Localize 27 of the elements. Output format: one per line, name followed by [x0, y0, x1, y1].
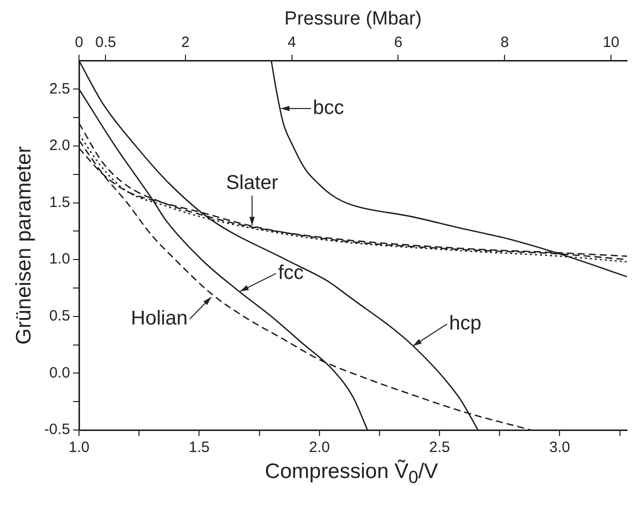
x-tick-label: 3.0	[549, 439, 570, 456]
annotation: Slater	[226, 172, 279, 194]
x-axis-title: Compression Ṽ$_{0}$/V	[264, 460, 440, 488]
annotation: Holian	[130, 308, 188, 330]
x2-tick-label: 2	[181, 34, 190, 51]
annotation: hcp	[449, 312, 482, 334]
x2-tick-label: 10	[602, 34, 620, 51]
y-tick-label: 2.5	[49, 80, 70, 98]
x2-tick-label: 0.5	[95, 34, 116, 51]
annotation: bcc	[312, 97, 344, 120]
y-tick-label: 1.0	[49, 250, 70, 268]
y-tick-label: 0.0	[49, 364, 70, 382]
x2-tick-label: 0	[74, 34, 84, 51]
y-axis-title: Grüneisen parameter	[12, 146, 36, 345]
annotation: fcc	[278, 262, 304, 284]
x-tick-label: 2.0	[308, 439, 330, 456]
x2-tick-label: 8	[500, 34, 509, 51]
x-tick-label: 1.5	[188, 439, 210, 456]
y-tick-label: 2.0	[49, 137, 70, 154]
y-tick-label: -0.5	[44, 421, 70, 438]
x-tick-label: 2.5	[429, 439, 450, 456]
x2-axis-title: Pressure (Mbar)	[284, 8, 422, 30]
y-tick-label: 1.5	[49, 194, 70, 211]
x2-tick-label: 6	[394, 34, 402, 51]
x-tick-label: 1.0	[68, 439, 90, 456]
y-tick-label: 0.5	[49, 308, 70, 325]
x2-tick-label: 4	[288, 34, 296, 51]
